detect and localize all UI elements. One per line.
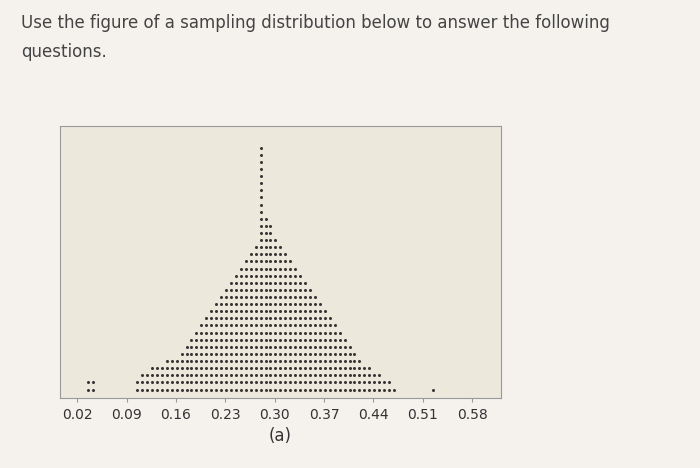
Text: Use the figure of a sampling distribution below to answer the following
question: Use the figure of a sampling distributio… [21,14,610,61]
Text: (a): (a) [269,427,291,445]
